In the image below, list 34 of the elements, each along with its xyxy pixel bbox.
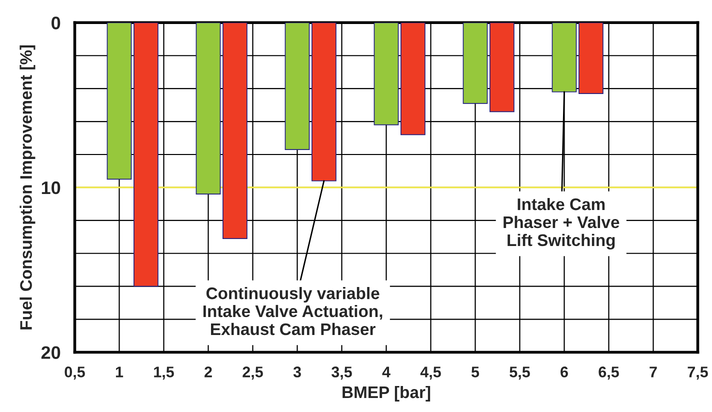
y-tick-label: 10 bbox=[42, 181, 60, 194]
x-tick-label: 3 bbox=[293, 366, 301, 378]
x-tick-label: 7,5 bbox=[688, 366, 708, 380]
bar bbox=[578, 22, 604, 94]
x-tick-label: 5,5 bbox=[510, 366, 530, 380]
x-tick-label: 1 bbox=[116, 366, 124, 378]
x-tick-label: 5 bbox=[471, 366, 480, 378]
bar bbox=[490, 22, 514, 112]
x-tick-label: 0,5 bbox=[64, 366, 85, 380]
annotation: Continuously variable Intake Valve Actuation, Exhaust Cam Phaser bbox=[203, 286, 382, 336]
bar bbox=[552, 22, 577, 92]
x-tick-label: 6 bbox=[560, 366, 568, 378]
y-tick-label: 0 bbox=[52, 16, 60, 30]
bar bbox=[400, 22, 426, 136]
bar bbox=[312, 22, 336, 182]
x-tick-label: 3,5 bbox=[331, 366, 352, 380]
x-tick-label: 4 bbox=[382, 366, 390, 378]
bar bbox=[222, 22, 248, 239]
bar bbox=[196, 22, 221, 194]
bar bbox=[462, 22, 488, 104]
x-tick-label: 7 bbox=[650, 366, 657, 378]
y-axis-title: Fuel Consumption Improvement [%] bbox=[20, 45, 36, 330]
annotation: Intake Cam Phaser + Valve Lift Switching bbox=[504, 198, 620, 250]
bar bbox=[106, 22, 132, 180]
bar bbox=[374, 22, 399, 126]
x-axis-title: BMEP [bar] bbox=[342, 386, 430, 402]
bar bbox=[284, 22, 310, 150]
bar bbox=[134, 22, 158, 287]
x-tick-label: 2 bbox=[204, 366, 212, 378]
y-tick-label: 20 bbox=[41, 346, 60, 359]
x-tick-label: 4,5 bbox=[420, 366, 441, 380]
x-tick-label: 2,5 bbox=[242, 366, 263, 380]
x-tick-label: 1,5 bbox=[154, 366, 174, 380]
x-tick-label: 6,5 bbox=[598, 366, 619, 380]
